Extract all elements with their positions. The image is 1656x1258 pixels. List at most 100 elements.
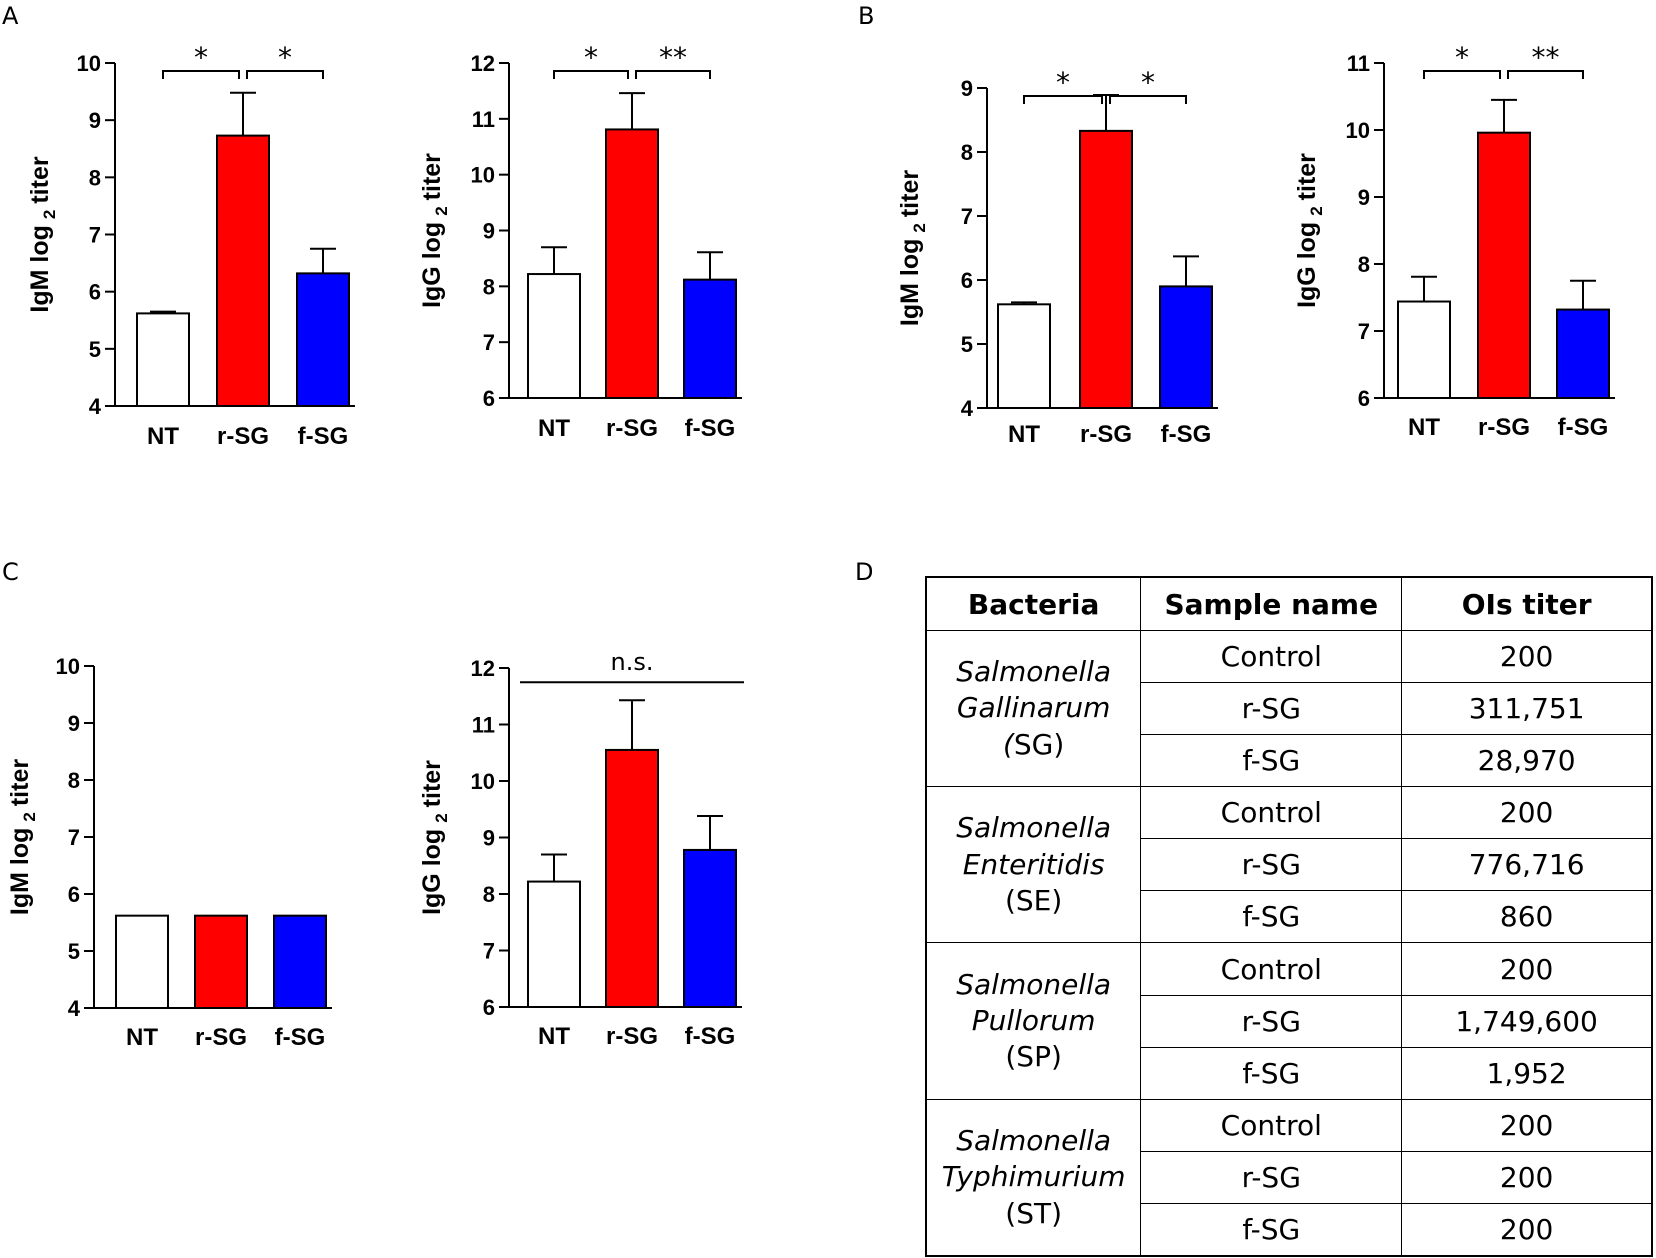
ois-titer-cell: 200 bbox=[1401, 942, 1653, 996]
y-tick-label: 8 bbox=[89, 165, 101, 190]
y-axis-title-subscript: 2 bbox=[40, 210, 59, 219]
header-bacteria: Bacteria bbox=[925, 576, 1142, 631]
category-label: r-SG bbox=[1478, 414, 1530, 441]
y-axis-title: IgM log 2 titer bbox=[6, 759, 39, 915]
bacteria-cell: Salmonella Gallinarum (SG) bbox=[925, 629, 1142, 788]
table-row: r-SG 776,716 bbox=[926, 838, 1653, 892]
bar bbox=[296, 272, 350, 407]
table-row: r-SG 200 bbox=[926, 1150, 1653, 1204]
bar bbox=[1079, 129, 1133, 409]
bacteria-abbreviation: (ST) bbox=[1005, 1196, 1062, 1230]
category-label: NT bbox=[126, 1024, 158, 1051]
category-label: NT bbox=[538, 1023, 570, 1050]
panel-label-b: B bbox=[858, 2, 875, 30]
ois-titer-cell: 311,751 bbox=[1401, 682, 1653, 736]
ois-titer-table-container: Bacteria Sample name OIs titer Salmonell… bbox=[925, 576, 1653, 1257]
y-tick-label: 8 bbox=[961, 140, 973, 165]
significance-label: * bbox=[278, 41, 292, 74]
bacteria-abbreviation: (SG) bbox=[1002, 727, 1065, 761]
sample-name-cell: r-SG bbox=[1140, 682, 1403, 736]
y-tick-label: 6 bbox=[89, 280, 101, 305]
table-row: f-SG 860 bbox=[926, 890, 1653, 944]
y-axis-title: IgM log 2 titer bbox=[896, 170, 929, 326]
y-axis-title-unit: titer bbox=[896, 170, 924, 218]
bacteria-abbreviation: (SE) bbox=[1004, 884, 1063, 918]
y-tick-label: 4 bbox=[89, 394, 102, 419]
category-label: f-SG bbox=[1558, 414, 1609, 441]
significance-bracket bbox=[162, 70, 240, 79]
y-tick-label: 5 bbox=[89, 337, 101, 362]
y-tick-label: 9 bbox=[483, 219, 495, 244]
y-axis-title-main: IgM log bbox=[26, 225, 54, 312]
significance-bracket bbox=[1507, 70, 1584, 79]
table-row: f-SG 200 bbox=[926, 1202, 1653, 1257]
y-axis-title-subscript: 2 bbox=[432, 813, 451, 822]
y-tick-label: 7 bbox=[483, 330, 495, 355]
ois-titer-cell: 776,716 bbox=[1401, 838, 1653, 892]
category-label: f-SG bbox=[298, 423, 349, 450]
y-axis-title-unit: titer bbox=[418, 760, 446, 808]
bacteria-cell: Salmonella Enteritidis (SE) bbox=[925, 786, 1142, 944]
y-tick-label: 6 bbox=[961, 268, 973, 293]
bacteria-genus: Salmonella bbox=[956, 811, 1112, 845]
y-tick-label: 8 bbox=[1358, 252, 1370, 277]
table-row: r-SG 311,751 bbox=[926, 682, 1653, 736]
category-label: NT bbox=[1008, 421, 1040, 448]
significance-label: ** bbox=[659, 41, 687, 74]
y-tick-label: 9 bbox=[483, 826, 495, 851]
y-axis-title: IgG log 2 titer bbox=[418, 153, 451, 308]
significance-label: * bbox=[1056, 66, 1070, 99]
y-tick-label: 11 bbox=[1347, 51, 1370, 76]
table-row: r-SG 1,749,600 bbox=[926, 994, 1653, 1048]
y-axis-title-main: IgM log bbox=[896, 239, 924, 326]
table-row: f-SG 28,970 bbox=[926, 734, 1653, 788]
category-label: r-SG bbox=[606, 1023, 658, 1050]
y-tick-label: 11 bbox=[472, 713, 495, 738]
y-tick-label: 6 bbox=[1358, 386, 1370, 411]
bar bbox=[115, 914, 169, 1009]
header-ois-titer: OIs titer bbox=[1401, 576, 1653, 631]
ois-titer-cell: 200 bbox=[1401, 1150, 1653, 1204]
bacteria-abbreviation: (SP) bbox=[1005, 1040, 1062, 1074]
y-axis-title-unit: titer bbox=[26, 156, 54, 204]
y-tick-label: 8 bbox=[68, 768, 80, 793]
y-tick-label: 10 bbox=[471, 769, 495, 794]
bar-chart: 6 7 8 9 10 11 12 NT r-SG f-SG IgG log 2 titer n.s. bbox=[418, 648, 744, 1050]
sample-name-cell: r-SG bbox=[1140, 994, 1403, 1048]
significance-bracket bbox=[635, 70, 711, 79]
bar bbox=[1556, 308, 1610, 399]
significance-label: * bbox=[1455, 41, 1469, 74]
abbr-open-paren: ( bbox=[1002, 727, 1014, 761]
y-tick-label: 6 bbox=[483, 386, 495, 411]
bacteria-genus: Salmonella bbox=[956, 655, 1112, 689]
panel-label-d: D bbox=[855, 558, 874, 586]
category-label: NT bbox=[1408, 414, 1440, 441]
y-tick-label: 9 bbox=[68, 711, 80, 736]
category-label: r-SG bbox=[606, 415, 658, 442]
category-label: f-SG bbox=[685, 415, 736, 442]
y-axis-title-subscript: 2 bbox=[1307, 206, 1326, 215]
table-row: Salmonella Pullorum (SP) Control 200 bbox=[925, 942, 1653, 1100]
y-axis-title-subscript: 2 bbox=[20, 812, 39, 821]
sample-name-cell: Control bbox=[1140, 629, 1403, 684]
sample-name-cell: Control bbox=[1140, 942, 1403, 996]
table-row: Salmonella Gallinarum (SG) Control 200 bbox=[925, 629, 1653, 788]
y-tick-label: 4 bbox=[961, 396, 974, 421]
category-label: r-SG bbox=[195, 1024, 247, 1051]
significance-label: * bbox=[584, 41, 598, 74]
bacteria-genus: Salmonella bbox=[956, 967, 1112, 1001]
category-label: NT bbox=[147, 423, 179, 450]
bar bbox=[1397, 300, 1451, 399]
category-label: f-SG bbox=[1161, 421, 1212, 448]
y-axis-title-unit: titer bbox=[1293, 153, 1321, 201]
bar bbox=[527, 880, 581, 1009]
sample-name-cell: f-SG bbox=[1140, 1202, 1403, 1257]
y-tick-label: 9 bbox=[1358, 185, 1370, 210]
y-axis-title-subscript: 2 bbox=[432, 206, 451, 215]
y-tick-label: 4 bbox=[68, 996, 81, 1021]
significance-bracket bbox=[553, 70, 629, 79]
bar bbox=[194, 914, 248, 1009]
bar-chart: 4 5 6 7 8 9 NT r-SG f-SG IgM log 2 titer * * bbox=[896, 66, 1218, 448]
y-axis-title-unit: titer bbox=[418, 153, 446, 201]
